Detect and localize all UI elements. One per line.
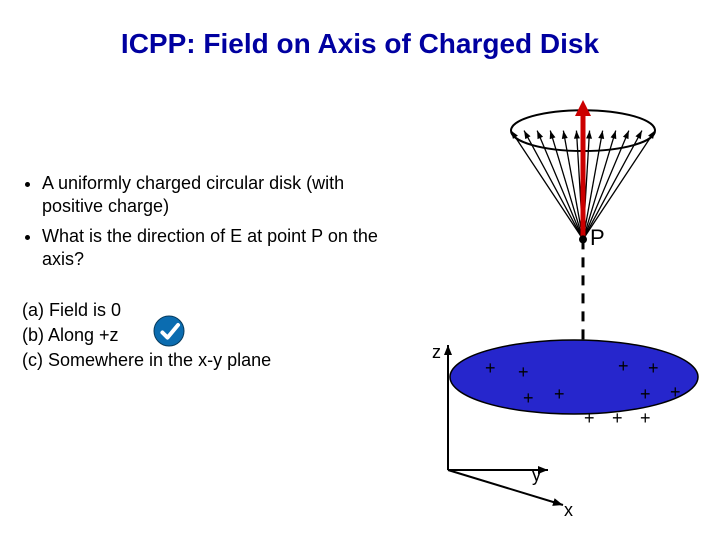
question-bullets: A uniformly charged circular disk (with … — [22, 172, 402, 278]
plus-icon: + — [648, 358, 659, 379]
bullet-item: What is the direction of E at point P on… — [42, 225, 402, 270]
plus-icon: + — [618, 356, 629, 377]
label-x: x — [564, 500, 573, 521]
plus-icon: + — [640, 408, 651, 429]
plus-icon: + — [612, 408, 623, 429]
answer-b: (b) Along +z — [22, 325, 271, 346]
label-y: y — [532, 465, 541, 486]
plus-icon: + — [640, 384, 651, 405]
coordinate-axes — [408, 340, 568, 510]
correct-check-icon — [150, 312, 188, 350]
answer-c: (c) Somewhere in the x-y plane — [22, 350, 271, 371]
bullet-item: A uniformly charged circular disk (with … — [42, 172, 402, 217]
label-P: P — [590, 225, 605, 251]
plus-icon: + — [584, 408, 595, 429]
answer-options: (a) Field is 0 (b) Along +z (c) Somewher… — [22, 300, 271, 375]
answer-a: (a) Field is 0 — [22, 300, 271, 321]
label-z: z — [432, 342, 441, 363]
slide-title: ICPP: Field on Axis of Charged Disk — [0, 28, 720, 60]
plus-icon: + — [670, 382, 681, 403]
